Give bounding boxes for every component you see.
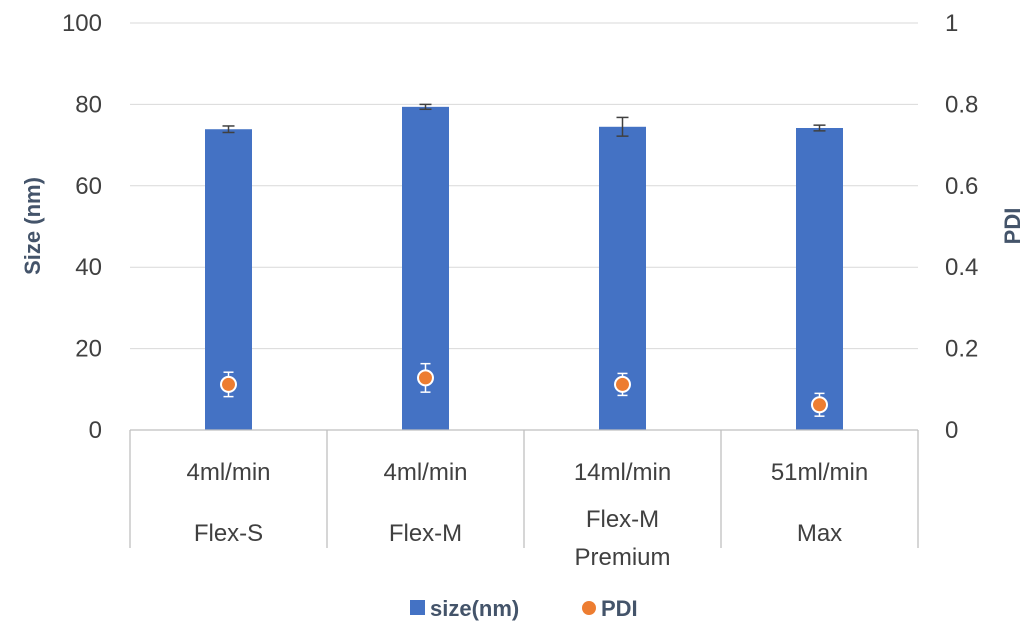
y2-tick-label: 0.2 bbox=[945, 336, 978, 363]
y-tick-label: 60 bbox=[75, 173, 102, 200]
legend-pdi-marker bbox=[582, 601, 596, 615]
category-label-rate: 14ml/min bbox=[574, 459, 671, 486]
category-label-rate: 4ml/min bbox=[186, 459, 270, 486]
legend-size-label: size(nm) bbox=[430, 596, 519, 621]
category-label-rate: 51ml/min bbox=[771, 459, 868, 486]
right-axis-ticks: 0 0.2 0.4 0.6 0.8 1 bbox=[945, 10, 978, 444]
category-label-model: Flex-M bbox=[389, 520, 462, 547]
pdi-series bbox=[220, 362, 828, 417]
y2-tick-label: 0 bbox=[945, 417, 958, 444]
gridlines bbox=[130, 22, 918, 350]
pdi-point bbox=[220, 375, 237, 393]
category-axis: 4ml/min Flex-S 4ml/min Flex-M 14ml/min Flex-M… bbox=[129, 429, 919, 571]
y2-axis-title: PDI bbox=[1000, 208, 1025, 245]
y-tick-label: 80 bbox=[75, 91, 102, 118]
category-label-model: Max bbox=[797, 520, 842, 547]
size-bar bbox=[796, 128, 843, 431]
category-label-model: Flex-M bbox=[586, 506, 659, 533]
category-label-rate: 4ml/min bbox=[383, 459, 467, 486]
legend-pdi-label: PDI bbox=[601, 596, 638, 621]
category-label-model: Flex-S bbox=[194, 520, 263, 547]
y-tick-label: 100 bbox=[62, 10, 102, 37]
y2-tick-label: 0.8 bbox=[945, 91, 978, 118]
y-tick-label: 20 bbox=[75, 336, 102, 363]
y-tick-label: 0 bbox=[89, 417, 102, 444]
legend-size-swatch bbox=[410, 600, 425, 615]
y2-tick-label: 0.6 bbox=[945, 173, 978, 200]
y2-tick-label: 1 bbox=[945, 10, 958, 37]
left-axis-ticks: 0 20 40 60 80 100 bbox=[62, 10, 102, 444]
pdi-point bbox=[417, 369, 434, 387]
pdi-point bbox=[811, 396, 828, 414]
y-tick-label: 40 bbox=[75, 254, 102, 281]
pdi-point bbox=[614, 375, 631, 393]
legend: size(nm) PDI bbox=[410, 596, 638, 621]
y-axis-title: Size (nm) bbox=[20, 177, 45, 275]
y2-tick-label: 0.4 bbox=[945, 254, 978, 281]
category-label-model-cont: Premium bbox=[574, 544, 670, 571]
